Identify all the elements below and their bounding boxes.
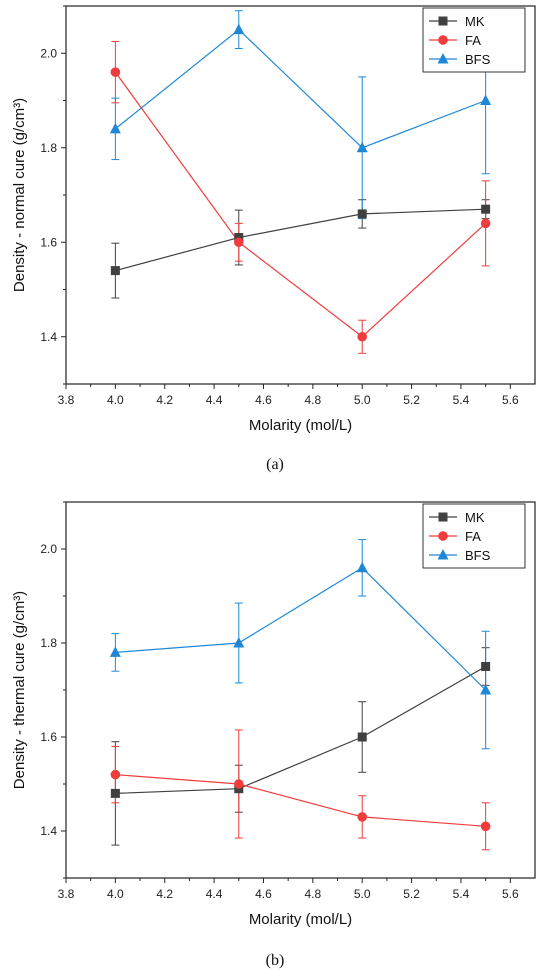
- x-tick-label: 4.4: [206, 887, 223, 901]
- x-tick-label: 5.6: [502, 393, 519, 407]
- x-tick-label: 4.4: [206, 393, 223, 407]
- x-axis-title: Molarity (mol/L): [249, 417, 352, 434]
- x-tick-label: 5.4: [453, 393, 470, 407]
- series-line-mk: [115, 208, 486, 272]
- legend-marker-mk: [438, 512, 448, 522]
- x-tick-label: 4.2: [156, 887, 173, 901]
- y-tick-label: 1.4: [40, 330, 57, 344]
- x-tick-label: 5.2: [403, 393, 420, 407]
- data-point-fa: [357, 812, 368, 822]
- data-point-bfs: [480, 684, 492, 695]
- x-tick-label: 3.8: [58, 887, 75, 901]
- legend-marker-fa: [438, 531, 448, 541]
- y-tick-label: 2.0: [40, 46, 57, 60]
- data-point-bfs: [233, 637, 245, 648]
- series-line-mk: [115, 665, 486, 794]
- legend-label-bfs: BFS: [465, 548, 491, 563]
- legend-marker-bfs: [437, 53, 449, 64]
- y-tick-label: 1.8: [40, 141, 57, 155]
- series-line-fa: [114, 71, 487, 338]
- data-point-bfs: [480, 94, 492, 105]
- y-axis-title: Density - thermal cure (g/cm³): [11, 591, 28, 789]
- chart-a: 3.8 4.0 4.2 4.4 4.6 4.8 5.0 5.2 5.4 5.6 1.4 1.6 1.8 2…: [11, 5, 536, 434]
- legend-marker-fa: [438, 35, 448, 45]
- data-point-mk: [357, 732, 367, 742]
- data-point-fa: [357, 331, 368, 342]
- chart-b: 3.8 4.0 4.2 4.4 4.6 4.8 5.0 5.2 5.4 5.6 1.4 1.6 1.8 2…: [11, 501, 536, 928]
- y-tick-label: 1.6: [40, 235, 57, 249]
- data-point-mk: [357, 209, 367, 219]
- x-tick-label: 3.8: [58, 393, 75, 407]
- series-line-bfs: [115, 567, 487, 691]
- data-point-mk: [481, 204, 491, 214]
- x-tick-label: 5.2: [403, 887, 420, 901]
- data-point-mk: [110, 266, 120, 276]
- panel-label-b: (b): [265, 952, 285, 969]
- series-line-fa: [115, 774, 486, 827]
- x-axis-title: Molarity (mol/L): [249, 911, 352, 928]
- legend-label-mk: MK: [465, 510, 485, 525]
- legend-marker-bfs: [437, 549, 449, 560]
- data-point-bfs: [109, 122, 121, 134]
- data-point-fa: [480, 821, 491, 832]
- legend-label-bfs: BFS: [465, 52, 491, 67]
- legend-label-mk: MK: [465, 14, 485, 29]
- x-tick-label: 4.6: [255, 887, 272, 901]
- legend-label-fa: FA: [465, 33, 481, 48]
- data-point-fa: [233, 237, 244, 248]
- legend-label-fa: FA: [465, 529, 481, 544]
- data-point-fa: [110, 67, 121, 77]
- legend-marker-mk: [438, 16, 448, 26]
- x-tick-label: 4.8: [304, 887, 321, 901]
- x-tick-label: 4.0: [107, 393, 124, 407]
- y-tick-label: 1.8: [40, 636, 57, 650]
- series-line-bfs: [114, 28, 486, 149]
- data-point-bfs: [233, 23, 245, 35]
- x-tick-label: 5.6: [502, 887, 519, 901]
- x-tick-label: 5.0: [354, 887, 371, 901]
- x-tick-label: 4.6: [255, 393, 272, 407]
- data-point-bfs: [109, 646, 121, 657]
- x-tick-label: 4.8: [304, 393, 321, 407]
- x-tick-label: 5.4: [453, 887, 470, 901]
- y-axis-title: Density - normal cure (g/cm³): [11, 98, 28, 292]
- x-tick-label: 4.2: [156, 393, 173, 407]
- y-tick-label: 1.4: [40, 824, 57, 838]
- data-point-bfs: [356, 561, 368, 573]
- data-point-bfs: [356, 141, 368, 153]
- data-point-mk: [110, 788, 120, 798]
- x-tick-label: 5.0: [354, 393, 371, 407]
- panel-label-a: (a): [266, 456, 284, 473]
- y-tick-label: 1.6: [40, 730, 57, 744]
- data-point-mk: [481, 662, 491, 671]
- x-tick-label: 4.0: [107, 887, 124, 901]
- data-point-fa: [110, 769, 121, 780]
- y-tick-label: 2.0: [40, 542, 57, 556]
- data-point-fa: [233, 779, 244, 789]
- data-point-fa: [480, 218, 491, 229]
